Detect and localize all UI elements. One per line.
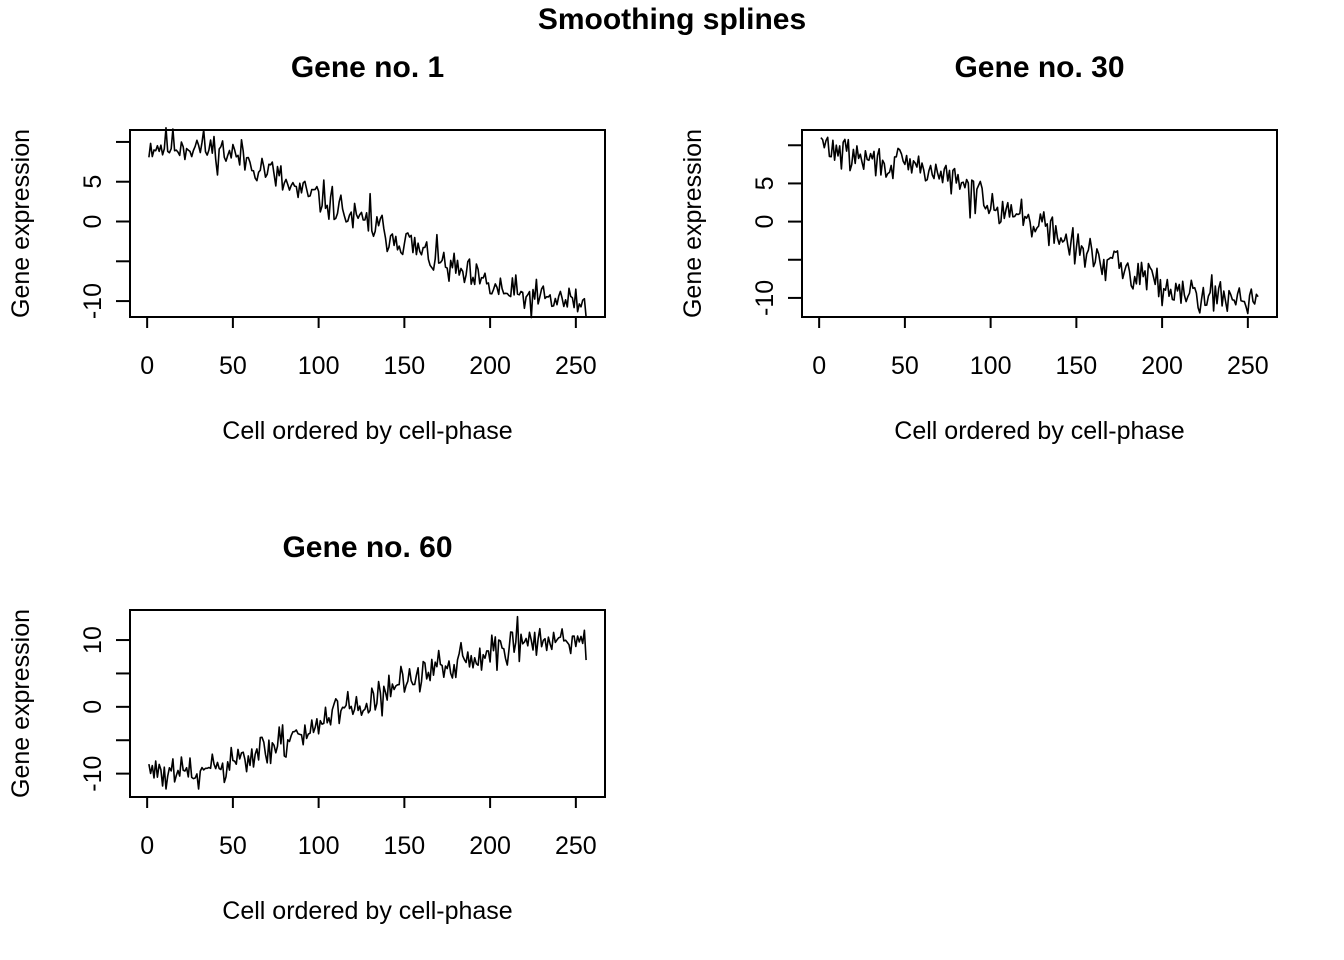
x-axis-label: Cell ordered by cell-phase xyxy=(222,417,512,445)
x-tick-label: 200 xyxy=(469,352,511,380)
figure-title: Smoothing splines xyxy=(537,3,807,36)
x-tick-label: 150 xyxy=(1056,352,1098,380)
series-line xyxy=(820,136,1259,315)
x-tick-label: 150 xyxy=(384,352,426,380)
y-tick-label: 10 xyxy=(79,626,107,654)
series-line xyxy=(148,615,587,790)
y-tick-label: 0 xyxy=(751,215,779,229)
x-axis-label: Cell ordered by cell-phase xyxy=(222,897,512,925)
x-tick-label: 150 xyxy=(384,832,426,860)
x-tick-label: 250 xyxy=(1227,352,1269,380)
x-tick-label: 100 xyxy=(298,832,340,860)
y-axis-label: Gene expression xyxy=(7,609,35,798)
x-tick-label: 250 xyxy=(555,832,597,860)
x-tick-label: 0 xyxy=(140,832,154,860)
y-axis-label: Gene expression xyxy=(679,129,707,318)
series-line xyxy=(148,127,587,319)
chart-title: Gene no. 30 xyxy=(954,51,1124,84)
x-tick-label: 0 xyxy=(812,352,826,380)
x-tick-label: 50 xyxy=(891,352,919,380)
x-tick-label: 50 xyxy=(219,352,247,380)
y-tick-label: 0 xyxy=(79,700,107,714)
y-tick-label: 5 xyxy=(751,176,779,190)
y-tick-label: -10 xyxy=(751,280,779,316)
chart-panel: Gene no. 30 0 50 100 150 200 250 -10 0 5 Cell orde… xyxy=(679,51,1278,445)
chart-panel: Gene no. 1 0 50 100 150 200 250 -10 0 5 Cell order… xyxy=(7,51,606,445)
y-tick-label: 5 xyxy=(79,175,107,189)
y-tick-label: 0 xyxy=(79,215,107,229)
x-tick-label: 200 xyxy=(1141,352,1183,380)
y-tick-label: -10 xyxy=(79,756,107,792)
x-tick-label: 50 xyxy=(219,832,247,860)
y-tick-label: -10 xyxy=(79,283,107,319)
x-axis-label: Cell ordered by cell-phase xyxy=(894,417,1184,445)
x-tick-label: 100 xyxy=(298,352,340,380)
chart-title: Gene no. 60 xyxy=(282,531,452,564)
x-tick-label: 200 xyxy=(469,832,511,860)
x-tick-label: 250 xyxy=(555,352,597,380)
y-axis-label: Gene expression xyxy=(7,129,35,318)
x-tick-label: 0 xyxy=(140,352,154,380)
chart-panel: Gene no. 60 0 50 100 150 200 250 -10 0 10 Cell ord… xyxy=(7,531,606,925)
chart-title: Gene no. 1 xyxy=(291,51,444,84)
x-tick-label: 100 xyxy=(970,352,1012,380)
